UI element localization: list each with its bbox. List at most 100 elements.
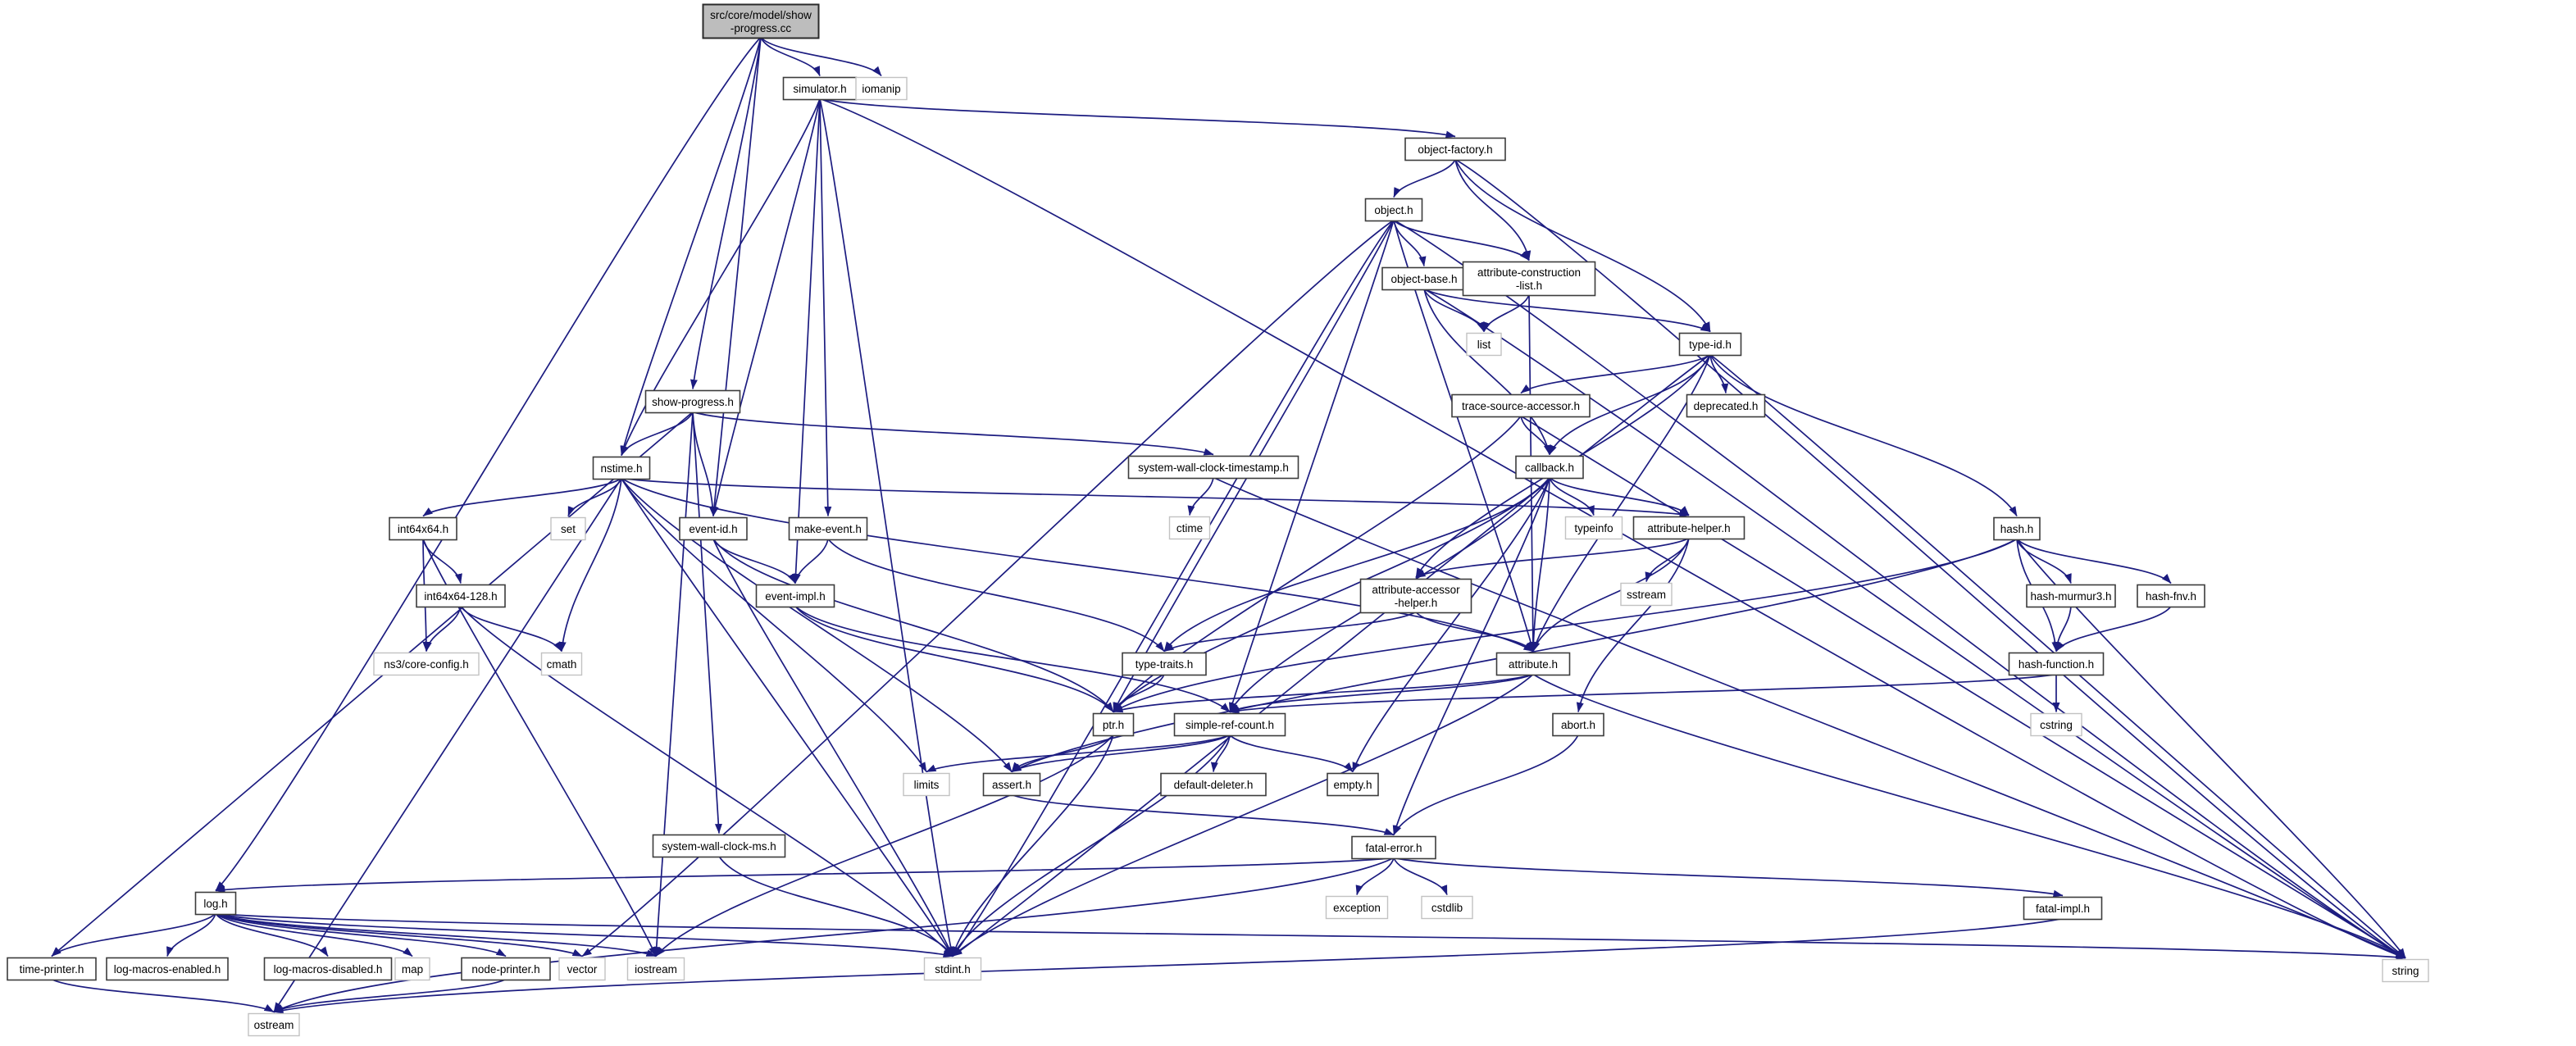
node-nstime-h[interactable]: nstime.h (592, 456, 651, 480)
node-log-macros-disabled-h[interactable]: log-macros-disabled.h (263, 957, 393, 981)
edge-log-h-to-log-macros-enabled-h (166, 913, 216, 957)
node-hash-murmur3-h[interactable]: hash-murmur3.h (2026, 584, 2116, 608)
node-cstdlib[interactable]: cstdlib (1421, 895, 1473, 920)
edge-hash-h-to-hash-fnv-h (2016, 538, 2172, 584)
edge-type-id-h-to-deprecated-h (1709, 354, 1729, 393)
node-ns3-core-config-h[interactable]: ns3/core-config.h (373, 652, 480, 676)
node-type-id-h[interactable]: type-id.h (1678, 332, 1742, 357)
node-stdint-h[interactable]: stdint.h (923, 957, 982, 981)
edge-attribute-h-to-string (1532, 673, 2406, 959)
edge-hash-h-to-hash-murmur3-h (2016, 539, 2072, 584)
node-int64x64-128-h[interactable]: int64x64-128.h (416, 584, 506, 608)
edge-show-progress-cc-to-simulator-h (760, 37, 821, 76)
edge-callback-h-to-fatal-error-h (1392, 477, 1550, 835)
edge-trace-source-accessor-h-to-string (1520, 415, 2406, 959)
node-limits[interactable]: limits (903, 772, 950, 797)
edge-event-id-h-to-ptr-h (712, 538, 1114, 713)
edge-int64x64-128-h-to-ns3-core-config-h (424, 606, 462, 652)
edge-system-wall-clock-timestamp-h-to-ctime (1187, 477, 1214, 516)
node-simple-ref-count-h[interactable]: simple-ref-count.h (1173, 712, 1286, 737)
edge-make-event-h-to-type-traits-h (827, 538, 1165, 653)
edge-simulator-h-to-event-id-h (711, 98, 821, 516)
node-object-factory-h[interactable]: object-factory.h (1404, 137, 1506, 161)
node-ostream[interactable]: ostream (248, 1012, 300, 1037)
node-ctime[interactable]: ctime (1168, 516, 1211, 540)
edge-fatal-error-h-to-ostream (273, 857, 1395, 1013)
node-simulator-h[interactable]: simulator.h (782, 76, 858, 101)
node-hash-h[interactable]: hash.h (1993, 516, 2041, 541)
edge-attribute-h-to-ptr-h (1113, 673, 1534, 713)
node-int64x64-h[interactable]: int64x64.h (389, 516, 457, 541)
node-empty-h[interactable]: empty.h (1327, 772, 1379, 797)
edge-simulator-h-to-stdint-h (819, 98, 954, 957)
edge-log-h-to-log-macros-disabled-h (215, 912, 329, 957)
edge-attribute-h-to-simple-ref-count-h (1229, 673, 1534, 713)
node-iostream[interactable]: iostream (626, 957, 685, 981)
edge-attribute-accessor-helper-h-to-attribute-h (1415, 611, 1534, 653)
edge-event-impl-h-to-simple-ref-count-h (794, 605, 1231, 713)
node-show-progress-h[interactable]: show-progress.h (644, 389, 741, 414)
node-time-printer-h[interactable]: time-printer.h (7, 957, 97, 981)
edge-show-progress-cc-to-iomanip (760, 36, 882, 77)
node-vector[interactable]: vector (558, 957, 606, 981)
edge-system-wall-clock-timestamp-h-to-string (1213, 476, 2406, 959)
node-callback-h[interactable]: callback.h (1515, 455, 1584, 480)
edge-make-event-h-to-event-impl-h (793, 539, 829, 584)
edge-object-base-h-to-type-id-h (1423, 288, 1711, 333)
node-event-id-h[interactable]: event-id.h (679, 516, 748, 541)
node-assert-h[interactable]: assert.h (982, 772, 1041, 797)
node-exception[interactable]: exception (1325, 895, 1389, 920)
node-default-deleter-h[interactable]: default-deleter.h (1160, 772, 1267, 797)
node-sstream[interactable]: sstream (1620, 582, 1673, 607)
node-iomanip[interactable]: iomanip (855, 76, 908, 101)
edge-nstime-h-to-cmath (558, 478, 622, 652)
node-attribute-accessor-helper-h[interactable]: attribute-accessor -helper.h (1359, 578, 1472, 614)
node-system-wall-clock-ms-h[interactable]: system-wall-clock-ms.h (652, 834, 786, 858)
node-map[interactable]: map (394, 957, 430, 981)
node-node-printer-h[interactable]: node-printer.h (461, 957, 551, 981)
edge-simple-ref-count-h-to-empty-h (1229, 734, 1354, 773)
edge-object-factory-h-to-object-h (1393, 159, 1456, 198)
node-object-h[interactable]: object.h (1364, 198, 1423, 222)
node-event-impl-h[interactable]: event-impl.h (755, 584, 835, 608)
edge-object-factory-h-to-type-id-h (1454, 159, 1711, 332)
node-type-traits-h[interactable]: type-traits.h (1122, 652, 1207, 676)
node-fatal-error-h[interactable]: fatal-error.h (1351, 835, 1436, 860)
node-deprecated-h[interactable]: deprecated.h (1686, 393, 1766, 418)
edge-callback-h-to-empty-h (1352, 477, 1550, 772)
edge-callback-h-to-typeinfo (1549, 477, 1595, 516)
node-abort-h[interactable]: abort.h (1552, 712, 1604, 737)
node-object-base-h[interactable]: object-base.h (1381, 266, 1467, 291)
node-attribute-h[interactable]: attribute.h (1495, 652, 1571, 676)
edge-time-printer-h-to-ostream (51, 978, 275, 1013)
node-trace-source-accessor-h[interactable]: trace-source-accessor.h (1451, 393, 1591, 418)
node-string[interactable]: string (2382, 958, 2429, 983)
edge-simple-ref-count-h-to-limits (926, 734, 1231, 773)
node-typeinfo[interactable]: typeinfo (1564, 516, 1623, 540)
node-cmath[interactable]: cmath (540, 652, 583, 676)
edge-int64x64-128-h-to-cmath (460, 606, 562, 652)
edge-attribute-helper-h-to-attribute-h (1532, 538, 1690, 652)
node-attribute-helper-h[interactable]: attribute-helper.h (1632, 516, 1745, 540)
edge-object-h-to-attribute-h (1393, 220, 1535, 652)
node-ptr-h[interactable]: ptr.h (1092, 712, 1135, 737)
edge-int64x64-128-h-to-stdint-h (460, 605, 953, 957)
edge-trace-source-accessor-h-to-ptr-h (1113, 415, 1522, 713)
node-show-progress-cc: src/core/model/show -progress.cc (702, 3, 820, 39)
node-log-macros-enabled-h[interactable]: log-macros-enabled.h (106, 957, 229, 981)
node-list[interactable]: list (1466, 332, 1502, 357)
node-set[interactable]: set (550, 516, 586, 541)
edge-simple-ref-count-h-to-default-deleter-h (1210, 734, 1231, 772)
node-fatal-impl-h[interactable]: fatal-impl.h (2023, 896, 2103, 921)
node-attribute-construction-list-h[interactable]: attribute-construction -list.h (1462, 261, 1596, 297)
edge-hash-function-h-to-simple-ref-count-h (1229, 673, 2057, 715)
edge-show-progress-h-to-iostream (653, 412, 694, 957)
node-log-h[interactable]: log.h (194, 891, 237, 916)
node-make-event-h[interactable]: make-event.h (788, 516, 868, 541)
node-cstring[interactable]: cstring (2030, 712, 2082, 737)
node-hash-function-h[interactable]: hash-function.h (2008, 652, 2105, 676)
edge-attribute-construction-list-h-to-list (1483, 294, 1530, 332)
edge-simple-ref-count-h-to-assert-h (1011, 734, 1231, 773)
node-system-wall-clock-timestamp-h[interactable]: system-wall-clock-timestamp.h (1127, 455, 1299, 480)
node-hash-fnv-h[interactable]: hash-fnv.h (2137, 584, 2205, 608)
